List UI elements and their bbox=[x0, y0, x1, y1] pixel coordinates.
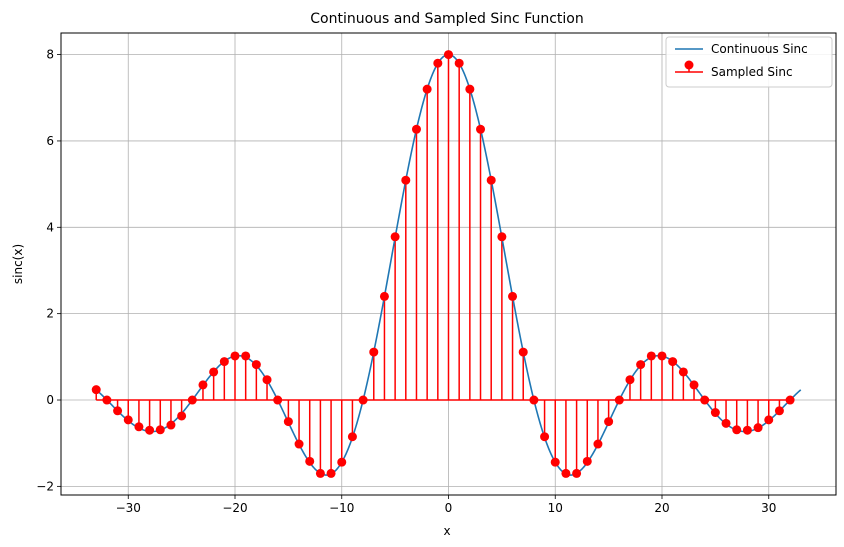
sample-marker bbox=[454, 58, 464, 68]
sample-marker bbox=[102, 395, 112, 405]
sample-marker bbox=[614, 395, 624, 405]
sample-marker bbox=[422, 84, 432, 94]
sample-marker bbox=[582, 456, 592, 466]
sample-marker bbox=[219, 357, 229, 367]
sample-marker bbox=[283, 417, 293, 427]
sample-marker bbox=[390, 232, 400, 242]
legend-sampled-label: Sampled Sinc bbox=[711, 65, 793, 79]
sample-marker bbox=[134, 422, 144, 432]
sample-marker bbox=[123, 415, 133, 425]
y-tick-label: 6 bbox=[46, 134, 54, 148]
sample-marker bbox=[444, 50, 453, 60]
chart-title: Continuous and Sampled Sinc Function bbox=[310, 11, 584, 27]
x-tick-label: 20 bbox=[654, 501, 669, 515]
sample-marker bbox=[550, 457, 560, 467]
x-tick-label: −30 bbox=[116, 501, 141, 515]
sample-marker bbox=[369, 347, 379, 357]
y-tick-label: 4 bbox=[46, 220, 54, 234]
sample-marker bbox=[486, 175, 496, 185]
x-axis-label: x bbox=[443, 524, 450, 538]
sample-marker bbox=[411, 124, 421, 134]
sample-marker bbox=[561, 468, 571, 478]
sample-marker bbox=[657, 351, 667, 361]
sample-marker bbox=[508, 291, 518, 301]
sample-marker bbox=[742, 425, 752, 435]
y-tick-label: −2 bbox=[36, 479, 54, 493]
sample-marker bbox=[241, 351, 251, 361]
sample-marker bbox=[732, 425, 742, 435]
sample-marker bbox=[625, 375, 635, 385]
sample-marker bbox=[187, 395, 197, 405]
sample-marker bbox=[145, 425, 155, 435]
x-tick-label: 0 bbox=[445, 501, 453, 515]
legend-sampled-swatch-marker bbox=[684, 60, 694, 70]
x-tick-label: −20 bbox=[222, 501, 247, 515]
sample-marker bbox=[273, 395, 283, 405]
x-tick-label: −10 bbox=[329, 501, 354, 515]
sample-marker bbox=[209, 367, 219, 377]
sample-marker bbox=[497, 232, 507, 242]
sample-marker bbox=[646, 351, 656, 361]
sample-marker bbox=[678, 367, 688, 377]
y-axis-label: sinc(x) bbox=[11, 244, 25, 284]
sample-marker bbox=[764, 415, 774, 425]
sample-marker bbox=[113, 406, 123, 416]
sample-marker bbox=[753, 423, 763, 433]
sample-marker bbox=[721, 418, 731, 428]
sample-marker bbox=[476, 124, 486, 134]
legend: Continuous Sinc Sampled Sinc bbox=[665, 36, 833, 88]
sample-marker bbox=[262, 375, 272, 385]
x-tick-label: 10 bbox=[548, 501, 563, 515]
sample-marker bbox=[294, 439, 304, 449]
sample-marker bbox=[710, 408, 720, 418]
sample-marker bbox=[529, 395, 539, 405]
sample-marker bbox=[198, 380, 208, 390]
sample-marker bbox=[572, 468, 582, 478]
sample-marker bbox=[700, 395, 710, 405]
sample-marker bbox=[379, 291, 389, 301]
sample-marker bbox=[668, 357, 678, 367]
sample-marker bbox=[465, 84, 475, 94]
sample-marker bbox=[774, 406, 784, 416]
sample-marker bbox=[326, 468, 336, 478]
sample-marker bbox=[593, 439, 603, 449]
sample-marker bbox=[155, 425, 165, 435]
x-tick-label: 30 bbox=[761, 501, 776, 515]
sample-marker bbox=[785, 395, 795, 405]
sample-marker bbox=[305, 456, 315, 466]
sample-marker bbox=[401, 175, 411, 185]
sample-marker bbox=[347, 432, 357, 442]
y-tick-label: 2 bbox=[46, 307, 54, 321]
legend-continuous-label: Continuous Sinc bbox=[711, 42, 808, 56]
sample-marker bbox=[315, 468, 325, 478]
sample-marker bbox=[689, 380, 699, 390]
sample-marker bbox=[604, 417, 614, 427]
sample-marker bbox=[337, 457, 347, 467]
sample-marker bbox=[540, 432, 550, 442]
sample-marker bbox=[358, 395, 368, 405]
sample-marker bbox=[230, 351, 240, 361]
sample-marker bbox=[433, 58, 443, 68]
sample-marker bbox=[251, 360, 261, 370]
y-tick-label: 8 bbox=[46, 48, 54, 62]
y-tick-label: 0 bbox=[46, 393, 54, 407]
sample-marker bbox=[166, 420, 176, 430]
legend-box bbox=[665, 36, 833, 88]
sample-marker bbox=[177, 411, 187, 421]
sample-marker bbox=[636, 360, 646, 370]
sample-marker bbox=[91, 385, 101, 395]
sampled-sinc-markers bbox=[91, 50, 795, 478]
sample-marker bbox=[518, 347, 528, 357]
